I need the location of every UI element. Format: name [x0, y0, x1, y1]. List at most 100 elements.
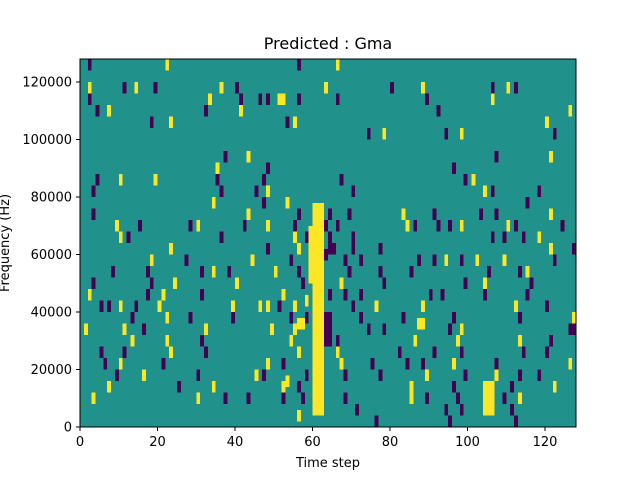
heatmap-cell: [483, 277, 487, 289]
heatmap-cell: [165, 312, 170, 324]
heatmap-span: [483, 381, 495, 416]
heatmap-cell: [281, 289, 286, 301]
heatmap-cell: [266, 162, 270, 174]
heatmap-cell: [223, 151, 228, 163]
heatmap-cell: [490, 82, 495, 94]
heatmap-cell: [304, 312, 309, 324]
heatmap-cell: [548, 243, 553, 255]
heatmap-cell: [99, 300, 104, 312]
heatmap-cell: [269, 323, 274, 335]
heatmap-cell: [572, 323, 576, 335]
x-tick-label: 40: [227, 435, 244, 450]
heatmap-cell: [149, 254, 154, 266]
heatmap-cell: [351, 231, 356, 243]
heatmap-cell: [401, 208, 406, 220]
heatmap-cell: [254, 185, 259, 197]
heatmap-cell: [335, 93, 340, 105]
heatmap-cell: [122, 82, 127, 94]
heatmap-cell: [91, 185, 96, 197]
heatmap-cell: [463, 369, 468, 381]
heatmap-cell: [281, 358, 286, 370]
heatmap-cell: [459, 404, 464, 416]
heatmap-cell: [452, 312, 456, 324]
heatmap-cell: [343, 369, 348, 381]
heatmap-cell: [444, 254, 449, 266]
heatmap-cell: [459, 220, 464, 232]
heatmap-cell: [494, 208, 499, 220]
heatmap-cell: [401, 312, 406, 324]
heatmap-cell: [424, 369, 429, 381]
heatmap-cell: [370, 358, 375, 370]
heatmap-cell: [405, 358, 410, 370]
heatmap-cell: [165, 335, 170, 347]
heatmap-cell: [200, 266, 204, 278]
heatmap-cell: [448, 323, 452, 335]
heatmap-cell: [219, 82, 224, 94]
heatmap-cell: [293, 300, 297, 312]
heatmap-cell: [211, 197, 216, 209]
heatmap-cell: [421, 300, 425, 312]
heatmap-cell: [262, 369, 266, 381]
heatmap-cell: [459, 323, 464, 335]
heatmap-cell: [572, 243, 576, 255]
heatmap-cell: [266, 358, 270, 370]
heatmap-cell: [537, 369, 542, 381]
heatmap-cell: [479, 208, 483, 220]
heatmap-cell: [366, 323, 371, 335]
y-axis-label: Frequency (Hz): [0, 194, 13, 292]
heatmap-span: [308, 225, 317, 284]
heatmap-cell: [525, 289, 530, 301]
heatmap-cell: [304, 369, 309, 381]
heatmap-cell: [293, 220, 297, 232]
heatmap-cell: [421, 358, 425, 370]
heatmap-cell: [196, 220, 201, 232]
heatmap-cell: [87, 59, 92, 71]
heatmap-cell: [165, 59, 170, 71]
heatmap-cell: [176, 381, 181, 393]
heatmap-cell: [432, 254, 437, 266]
heatmap-cell: [246, 151, 251, 163]
heatmap-cell: [266, 300, 270, 312]
heatmap-cell: [258, 300, 263, 312]
heatmap-cell: [378, 369, 383, 381]
x-tick-label: 20: [149, 435, 166, 450]
x-tick-label: 100: [455, 435, 480, 450]
heatmap-cell: [537, 185, 542, 197]
heatmap-cell: [161, 289, 166, 301]
heatmap-cell: [452, 381, 456, 393]
heatmap-cell: [130, 335, 135, 347]
heatmap-cell: [351, 243, 356, 255]
heatmap-cell: [335, 220, 340, 232]
heatmap-cell: [219, 185, 224, 197]
heatmap-cell: [517, 392, 522, 404]
heatmap-cell: [448, 415, 452, 427]
heatmap-cell: [254, 369, 259, 381]
heatmap-cell: [413, 220, 418, 232]
heatmap-cell: [297, 208, 301, 220]
heatmap-cell: [494, 151, 499, 163]
heatmap-cell: [204, 323, 208, 335]
heatmap-cell: [297, 346, 301, 358]
heatmap-cell: [471, 174, 476, 186]
heatmap-cell: [483, 185, 487, 197]
heatmap-cell: [153, 174, 158, 186]
heatmap-cell: [339, 358, 344, 370]
x-tick-label: 60: [304, 435, 321, 450]
heatmap-cell: [506, 82, 511, 94]
heatmap-cell: [382, 277, 387, 289]
heatmap-span: [304, 294, 309, 307]
heatmap-cell: [297, 243, 301, 255]
heatmap-cell: [235, 82, 239, 94]
heatmap-cell: [107, 105, 111, 117]
heatmap-cell: [374, 415, 379, 427]
heatmap-cell: [529, 277, 534, 289]
heatmap-cell: [134, 82, 139, 94]
heatmap-cell: [335, 346, 340, 358]
heatmap-cell: [134, 300, 139, 312]
heatmap-cell: [114, 220, 119, 232]
heatmap-cell: [331, 243, 336, 255]
heatmap-cell: [339, 277, 344, 289]
heatmap-cell: [343, 289, 348, 301]
heatmap-cell: [382, 128, 387, 140]
